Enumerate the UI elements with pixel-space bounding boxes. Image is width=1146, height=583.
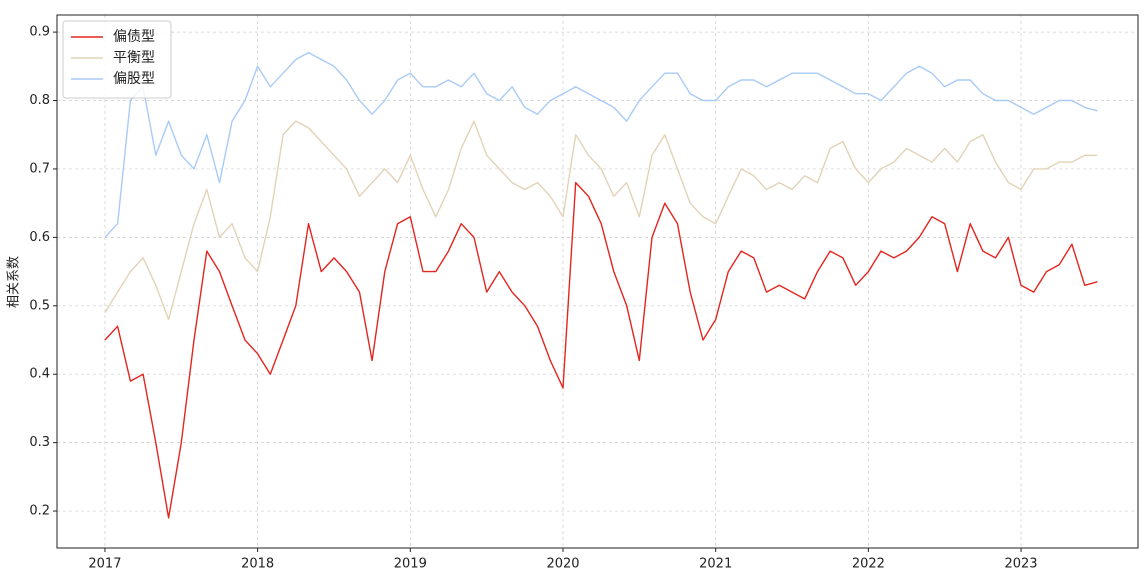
y-tick-label: 0.4	[29, 367, 50, 382]
y-tick-label: 0.8	[29, 93, 50, 108]
legend-label: 偏债型	[113, 29, 155, 45]
x-tick-label: 2018	[241, 557, 274, 572]
series-line	[104, 51, 1098, 238]
y-tick-label: 0.7	[29, 161, 50, 176]
series-line	[104, 120, 1098, 321]
plot-frame	[56, 14, 1139, 549]
x-tick-label: 2023	[1004, 557, 1037, 572]
x-tick-label: 2017	[88, 557, 121, 572]
series-line	[104, 181, 1098, 519]
x-tick-label: 2022	[852, 557, 885, 572]
y-tick-label: 0.3	[29, 435, 50, 450]
y-tick-label: 0.9	[29, 25, 50, 40]
y-tick-label: 0.5	[29, 298, 50, 313]
y-axis-label: 相关系数	[7, 256, 22, 308]
legend-label: 偏股型	[113, 71, 155, 87]
x-tick-label: 2021	[699, 557, 732, 572]
y-tick-label: 0.6	[29, 230, 50, 245]
x-tick-label: 2019	[394, 557, 427, 572]
y-tick-label: 0.2	[29, 504, 50, 519]
x-tick-label: 2020	[546, 557, 579, 572]
legend-label: 平衡型	[113, 50, 155, 66]
